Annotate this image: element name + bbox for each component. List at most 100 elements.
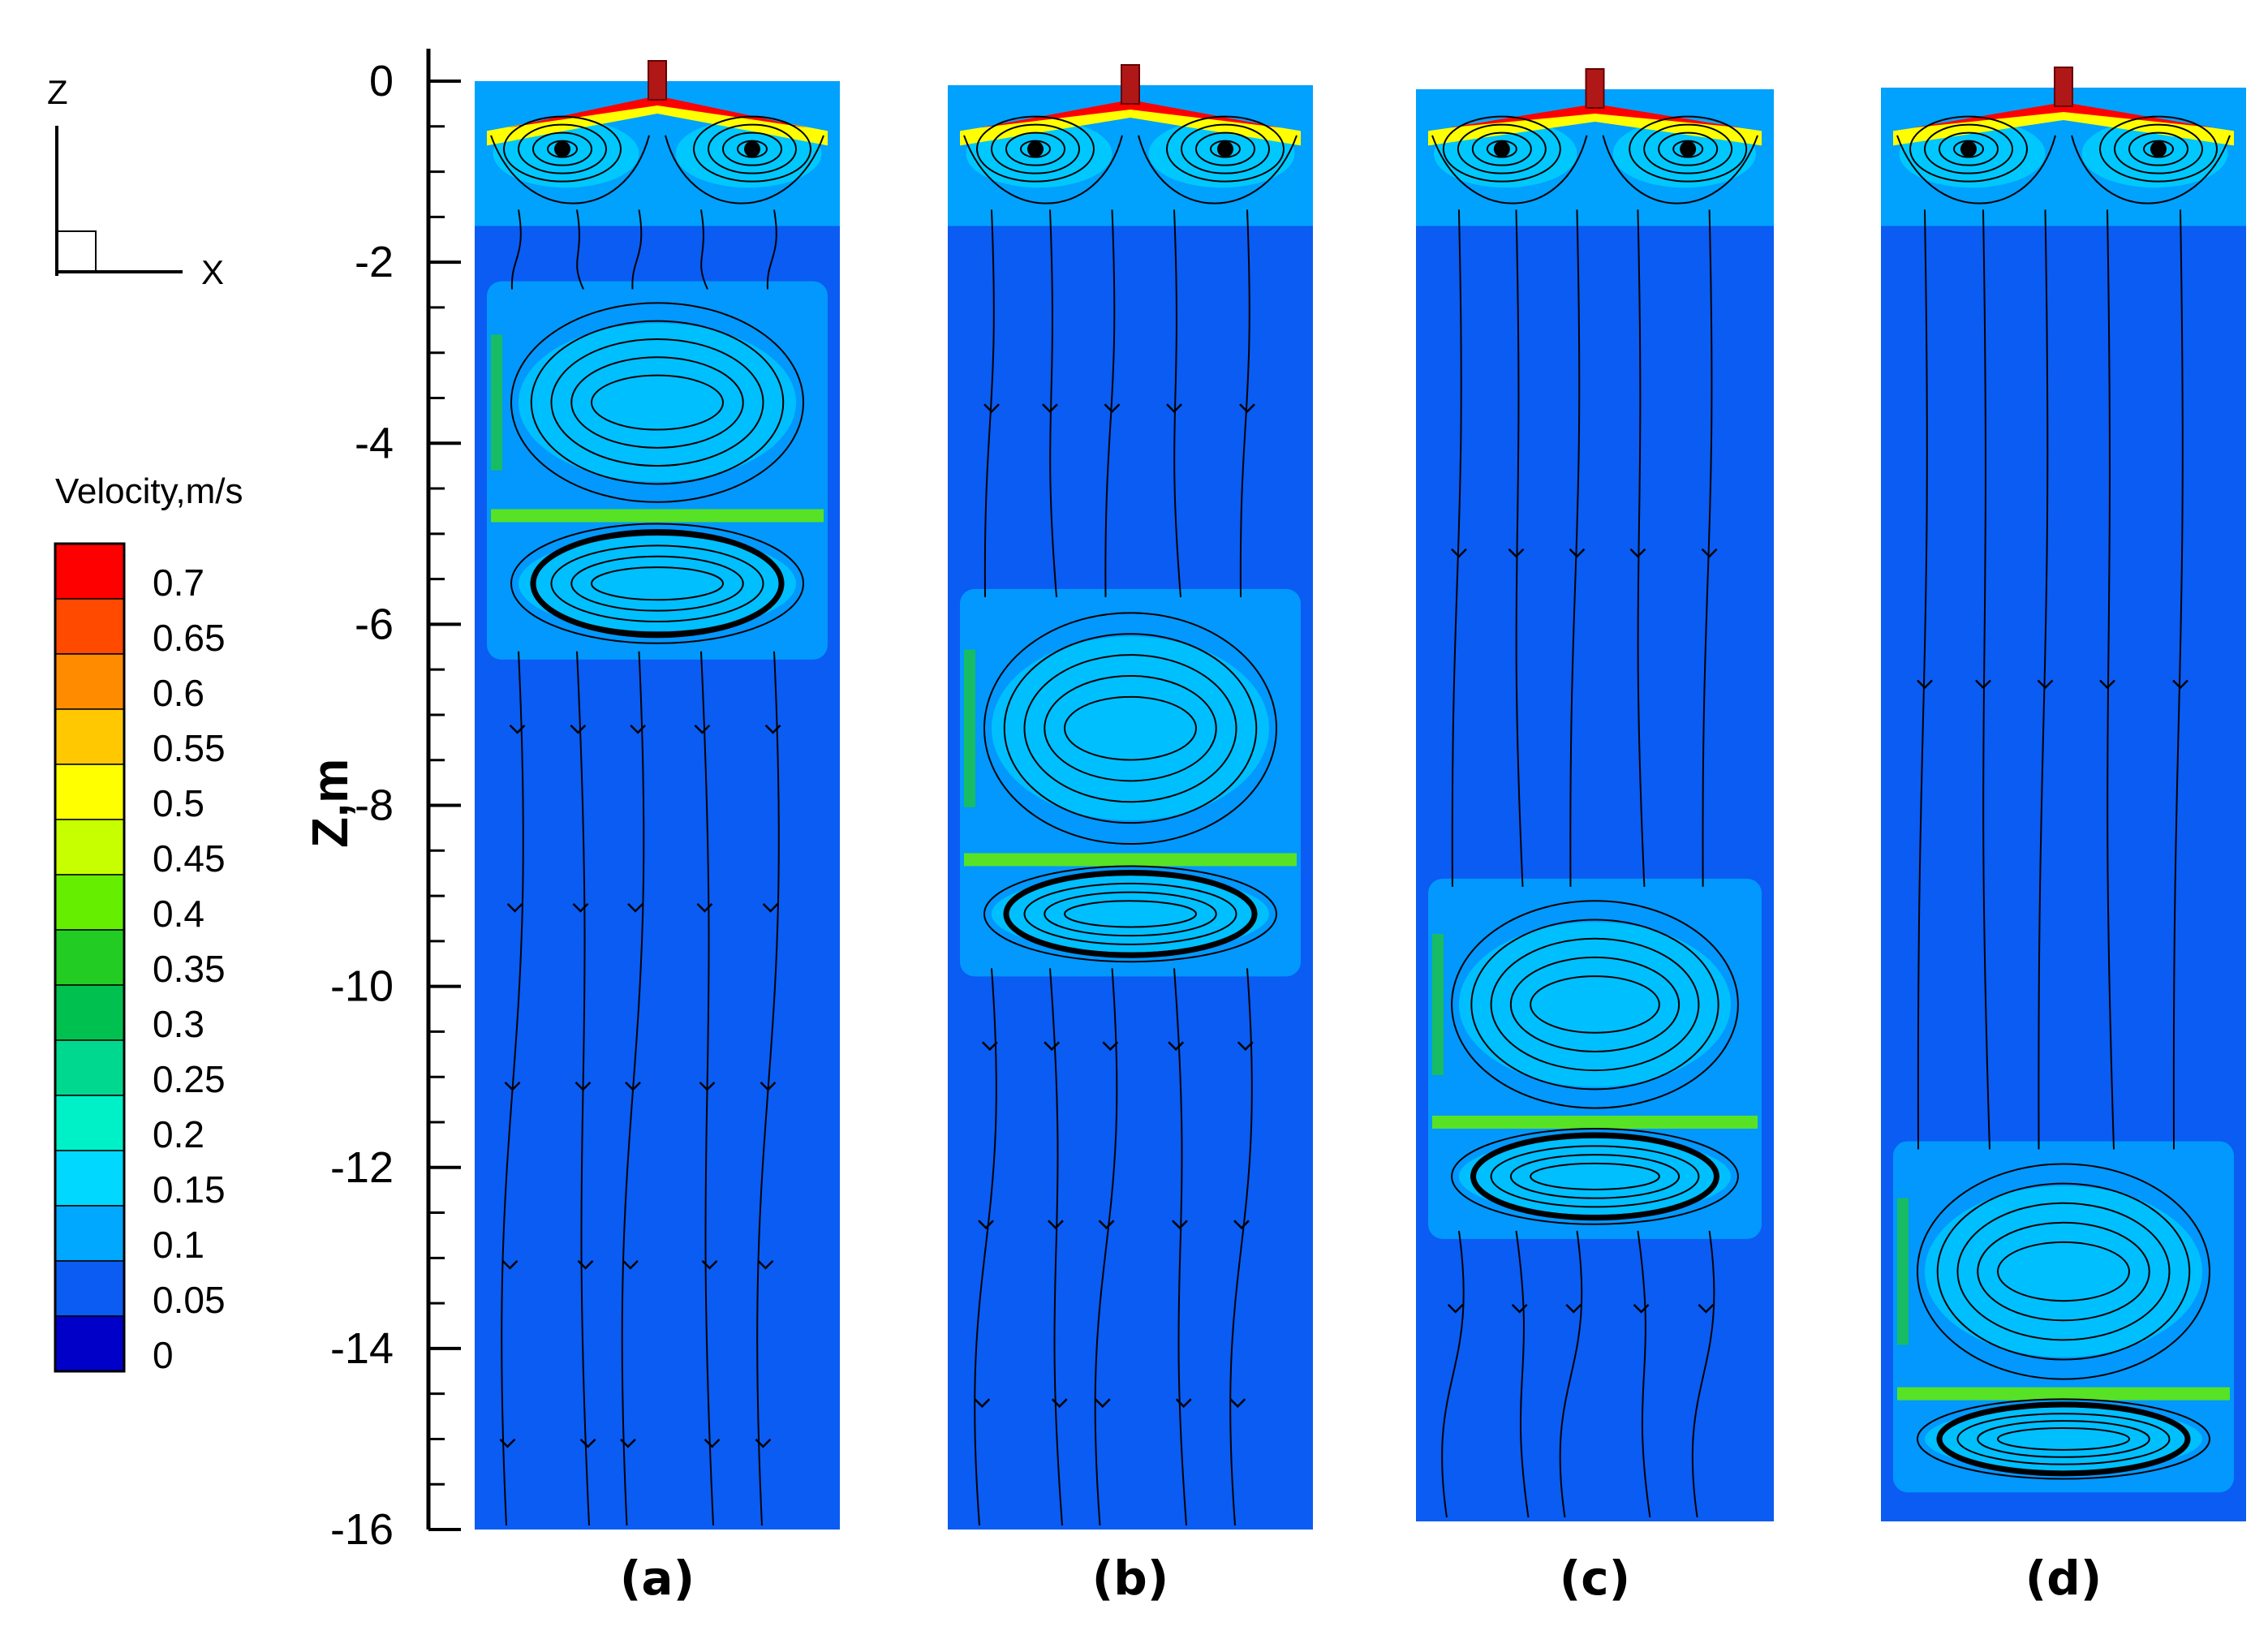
streamline-arrow [570, 724, 587, 734]
streamline-arrow [1102, 1041, 1119, 1052]
top-vortex-streamline [2099, 115, 2218, 183]
top-vortex-streamline [722, 131, 782, 166]
shear-layer [964, 853, 1297, 867]
upper-vortex-streamline [1003, 633, 1258, 824]
streamline [1515, 1230, 1530, 1518]
streamline-arrow [1569, 548, 1586, 558]
top-vortex-streamline [1909, 115, 2028, 183]
streamline-arrow [1508, 548, 1525, 558]
panel-label: (c) [1560, 1551, 1630, 1606]
top-vortex-streamline [532, 131, 592, 166]
streamline-arrow [1629, 548, 1646, 558]
streamline-arrow [701, 1259, 718, 1270]
upper-vortex-streamline [1044, 674, 1217, 782]
legend-swatch [54, 1315, 125, 1372]
streamline-arrow [2172, 679, 2188, 690]
streamline-arrow [704, 1438, 721, 1448]
top-vortex-streamline [1924, 123, 2013, 174]
z-axis-ticks: 0 -2 -4 -6 -8 -10 -12 -14 -16 [330, 57, 461, 1554]
legend-level-labels: 0.7 0.65 0.6 0.55 0.5 0.45 0.4 0.35 0.3 0.25 0.2 0.… [153, 561, 226, 1376]
upper-vortex-streamline [530, 320, 785, 485]
contour-panel: (c) [1416, 68, 1774, 1606]
legend-swatch [54, 819, 125, 876]
shear-layer [491, 509, 824, 523]
streamline-arrow [762, 902, 779, 913]
legend-swatch [54, 1260, 125, 1317]
lower-vortex-streamline [1956, 1413, 2171, 1465]
lower-vortex-streamline [1509, 1154, 1681, 1199]
streamline-arrow [974, 1398, 991, 1409]
streamline [766, 209, 777, 290]
top-vortex-streamline [2114, 123, 2203, 174]
velocity-field [1416, 89, 1774, 1521]
legend-level-label: 0.15 [153, 1168, 226, 1211]
legend-level-label: 0.45 [153, 837, 226, 880]
streamline-arrow [579, 1438, 596, 1448]
streamline-arrow [764, 724, 781, 734]
legend-swatch [54, 598, 125, 655]
upper-vortex-streamline [1064, 695, 1197, 761]
legend-level-label: 0.5 [153, 782, 204, 824]
top-vortex-streamline [1166, 115, 1285, 183]
streamline-arrow [1042, 403, 1058, 413]
streamline-arrow [699, 1081, 716, 1091]
streamline [631, 209, 643, 290]
panel-label: (b) [1092, 1551, 1169, 1606]
z-axis-tick-label: 0 [369, 57, 394, 105]
nozzle [1121, 64, 1140, 105]
z-axis-tick-label: -10 [330, 962, 394, 1011]
streamline [576, 209, 584, 290]
lower-vortex-streamline [1451, 1128, 1739, 1225]
contour-panels: (a) (b) (c) (d) [475, 60, 2246, 1606]
top-vortex-streamline [2128, 131, 2188, 166]
streamline [1441, 1230, 1465, 1518]
contour-panel: (d) [1881, 67, 2246, 1606]
top-vortex-streamline [1471, 131, 1532, 166]
upper-vortex-streamline [1936, 1182, 2191, 1361]
streamline-arrow [1175, 1398, 1192, 1409]
axis-z-label: Z [47, 73, 68, 111]
top-vortex-streamline [1005, 131, 1065, 166]
streamline-arrow [1104, 403, 1121, 413]
lower-vortex-streamline [1064, 900, 1197, 928]
axis-x-label: X [201, 253, 224, 291]
streamline-arrow [1237, 1041, 1254, 1052]
legend-swatch [54, 984, 125, 1041]
streamline-arrow [1098, 1220, 1115, 1230]
lower-vortex-streamline [591, 566, 724, 601]
top-vortex-streamline [991, 123, 1080, 174]
lower-vortex-streamline [1977, 1420, 2150, 1458]
lower-vortex-streamline [570, 555, 744, 612]
upper-vortex-streamline [591, 374, 724, 431]
top-vortex-streamline [693, 115, 811, 183]
streamline [700, 209, 708, 290]
z-axis-tick-label: -16 [330, 1505, 394, 1554]
streamline-arrow [627, 902, 643, 913]
top-vortex-streamline [976, 115, 1095, 183]
streamline-arrow [1698, 1303, 1715, 1314]
top-vortex-streamline [503, 115, 622, 183]
lower-vortex-streamline [1044, 891, 1217, 937]
upper-vortex-streamline [1956, 1202, 2171, 1341]
streamline-arrow [499, 1438, 516, 1448]
streamline-arrow [1633, 1303, 1650, 1314]
legend-level-label: 0.1 [153, 1224, 204, 1266]
streamline-arrow [506, 902, 523, 913]
legend-swatch [54, 708, 125, 765]
z-axis-title: Z,m [303, 759, 359, 848]
coordinate-axes-icon: Z X [47, 73, 224, 291]
contour-panel: (a) [475, 60, 840, 1606]
streamline-arrow [1239, 403, 1255, 413]
lower-vortex-streamline [550, 544, 764, 623]
streamline-arrow [509, 724, 526, 734]
top-vortex-streamline [1939, 131, 1999, 166]
streamline-arrow [620, 1438, 636, 1448]
streamline-arrow [575, 1081, 592, 1091]
legend-title: Velocity,m/s [55, 471, 243, 511]
streamline [1049, 968, 1063, 1526]
upper-vortex-streamline [1917, 1163, 2210, 1380]
top-vortex-streamline [1195, 131, 1255, 166]
legend-swatch [54, 929, 125, 986]
streamline [1229, 968, 1253, 1526]
shear-layer [1897, 1387, 2230, 1401]
